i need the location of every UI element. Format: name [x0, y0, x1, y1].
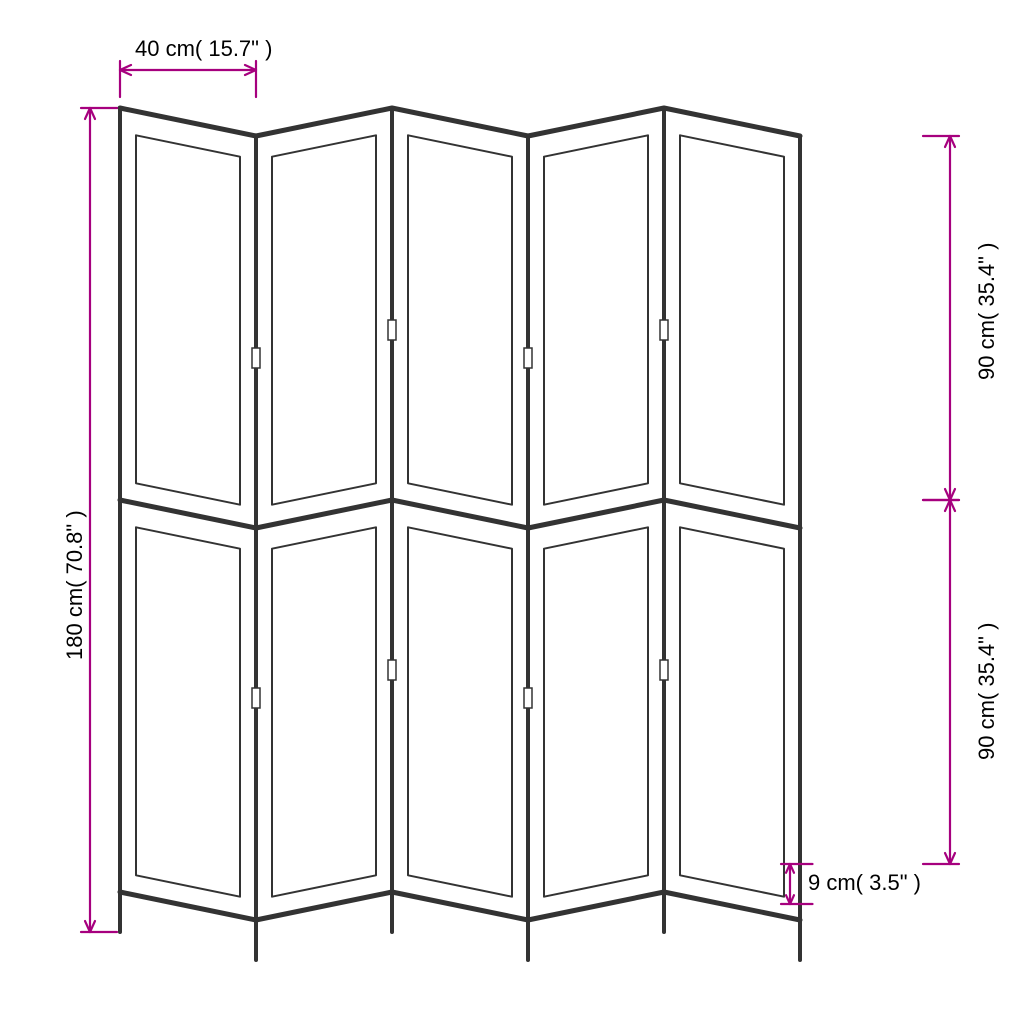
dim-label-leg: 9 cm( 3.5" ) [808, 870, 921, 896]
dim-label-width: 40 cm( 15.7" ) [135, 36, 272, 62]
dim-label-half-top: 90 cm( 35.4" ) [974, 243, 1000, 380]
dim-label-height: 180 cm( 70.8" ) [62, 510, 88, 660]
dim-label-half-bottom: 90 cm( 35.4" ) [974, 623, 1000, 760]
